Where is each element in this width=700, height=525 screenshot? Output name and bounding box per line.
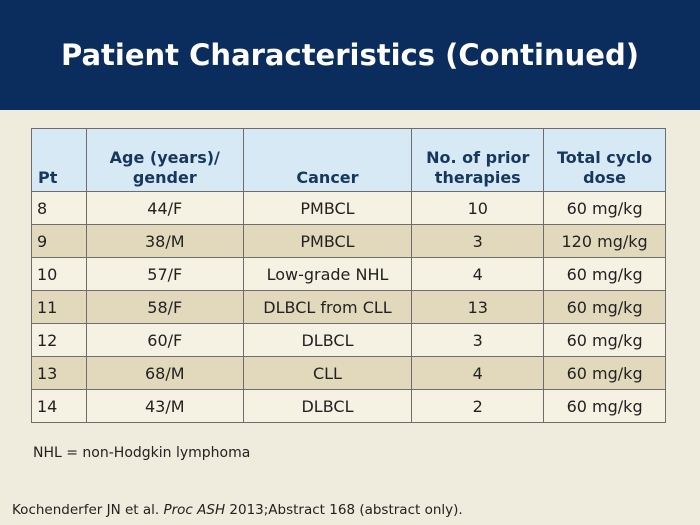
citation-rest: 2013;Abstract 168 (abstract only). [225,502,463,518]
table-row: 10 57/F Low-grade NHL 4 60 mg/kg [31,257,666,291]
table-row: 14 43/M DLBCL 2 60 mg/kg [31,389,666,423]
citation: Kochenderfer JN et al. Proc ASH 2013;Abs… [12,502,463,518]
cell-prior-therapies: 2 [411,389,545,423]
cell-cyclo-dose: 60 mg/kg [543,191,666,225]
cell-pt: 9 [31,224,87,258]
cell-cyclo-dose: 60 mg/kg [543,323,666,357]
cell-cyclo-dose: 60 mg/kg [543,356,666,390]
citation-authors: Kochenderfer JN et al. [12,502,164,518]
cell-cancer: PMBCL [242,191,413,225]
cell-age-gender: 57/F [85,257,244,291]
cell-pt: 8 [31,191,87,225]
cell-prior-therapies: 13 [411,290,545,324]
cell-cancer: DLBCL [242,323,413,357]
table-body: 8 44/F PMBCL 10 60 mg/kg 9 38/M PMBCL 3 … [31,191,666,423]
cell-cyclo-dose: 60 mg/kg [543,257,666,291]
cell-cancer: PMBCL [242,224,413,258]
cell-age-gender: 68/M [85,356,244,390]
header-pt: Pt [31,128,87,192]
footnote: NHL = non-Hodgkin lymphoma [33,445,251,461]
cell-cyclo-dose: 60 mg/kg [543,389,666,423]
cell-cancer: CLL [242,356,413,390]
cell-prior-therapies: 3 [411,323,545,357]
cell-prior-therapies: 10 [411,191,545,225]
header-cyclo-dose: Total cyclo dose [543,128,666,192]
citation-journal: Proc ASH [163,502,226,518]
cell-pt: 14 [31,389,87,423]
cell-cancer: Low-grade NHL [242,257,413,291]
header-age-gender: Age (years)/gender [85,128,244,192]
cell-prior-therapies: 4 [411,257,545,291]
table-row: 9 38/M PMBCL 3 120 mg/kg [31,224,666,258]
cell-cancer: DLBCL from CLL [242,290,413,324]
table-header-row: Pt Age (years)/gender Cancer No. of prio… [31,128,666,192]
table-row: 12 60/F DLBCL 3 60 mg/kg [31,323,666,357]
cell-pt: 12 [31,323,87,357]
cell-pt: 13 [31,356,87,390]
cell-age-gender: 43/M [85,389,244,423]
cell-cyclo-dose: 120 mg/kg [543,224,666,258]
cell-age-gender: 60/F [85,323,244,357]
cell-cancer: DLBCL [242,389,413,423]
table-row: 13 68/M CLL 4 60 mg/kg [31,356,666,390]
title-bar: Patient Characteristics (Continued) [0,0,700,110]
cell-age-gender: 38/M [85,224,244,258]
patient-table: Pt Age (years)/gender Cancer No. of prio… [31,128,666,423]
table-row: 11 58/F DLBCL from CLL 13 60 mg/kg [31,290,666,324]
cell-prior-therapies: 3 [411,224,545,258]
header-prior-therapies: No. of prior therapies [411,128,545,192]
table-row: 8 44/F PMBCL 10 60 mg/kg [31,191,666,225]
cell-pt: 10 [31,257,87,291]
cell-age-gender: 44/F [85,191,244,225]
slide-title: Patient Characteristics (Continued) [61,38,639,72]
cell-age-gender: 58/F [85,290,244,324]
cell-cyclo-dose: 60 mg/kg [543,290,666,324]
cell-prior-therapies: 4 [411,356,545,390]
cell-pt: 11 [31,290,87,324]
header-cancer: Cancer [242,128,413,192]
